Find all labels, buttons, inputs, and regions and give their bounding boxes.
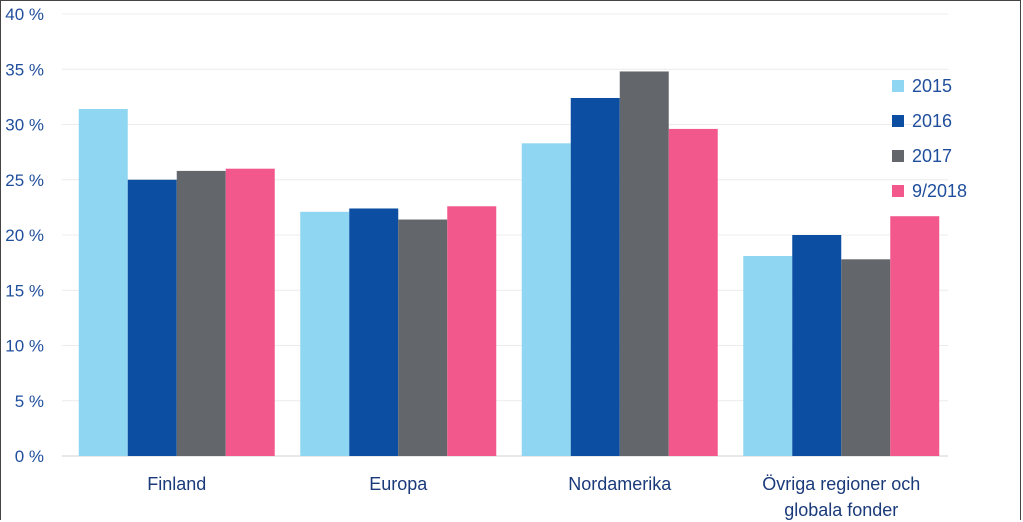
bar-2017-0: [176, 170, 226, 456]
bar-2016-3: [792, 235, 842, 456]
category-label: Övriga regioner och: [762, 474, 920, 494]
bar-2015-1: [300, 211, 350, 456]
y-tick-label: 10 %: [5, 337, 44, 356]
bar-2016-1: [349, 208, 399, 456]
legend-swatch: [892, 150, 904, 162]
bar-2015-3: [743, 255, 793, 456]
bar-2017-3: [841, 259, 891, 456]
y-tick-label: 25 %: [5, 171, 44, 190]
y-axis: 0 % 5 % 10 % 15 % 20 % 25 % 30 % 35 % 40 %: [5, 5, 44, 466]
bar-9-2018-0: [225, 168, 275, 456]
y-tick-label: 5 %: [15, 392, 44, 411]
bar-9-2018-2: [668, 128, 718, 457]
legend-label: 9/2018: [912, 181, 967, 201]
bar-2015-2: [521, 143, 571, 456]
legend-swatch: [892, 80, 904, 92]
y-tick-label: 0 %: [15, 447, 44, 466]
bars: [78, 71, 940, 457]
y-tick-label: 20 %: [5, 226, 44, 245]
y-tick-label: 40 %: [5, 5, 44, 24]
category-label: Nordamerika: [568, 474, 672, 494]
legend-label: 2017: [912, 146, 952, 166]
bar-9-2018-1: [447, 206, 497, 456]
legend-swatch: [892, 115, 904, 127]
category-label: Finland: [147, 474, 206, 494]
bar-2016-0: [127, 179, 177, 456]
legend: 2015 2016 2017 9/2018: [892, 76, 967, 201]
y-tick-label: 30 %: [5, 116, 44, 135]
bar-2017-2: [619, 71, 669, 457]
bar-9-2018-3: [890, 216, 940, 456]
legend-label: 2016: [912, 111, 952, 131]
bar-2015-0: [78, 109, 128, 456]
y-tick-label: 15 %: [5, 281, 44, 300]
bar-2016-2: [570, 97, 620, 456]
x-axis: Finland Europa Nordamerika Övriga regioner …: [147, 474, 920, 520]
category-label: Europa: [369, 474, 428, 494]
y-tick-label: 35 %: [5, 60, 44, 79]
category-label: globala fonder: [784, 500, 898, 520]
bar-2017-1: [398, 219, 448, 456]
legend-swatch: [892, 185, 904, 197]
legend-label: 2015: [912, 76, 952, 96]
